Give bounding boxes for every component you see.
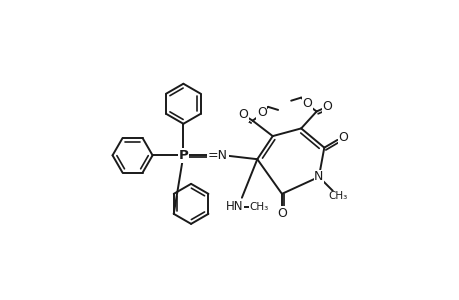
- Text: CH₃: CH₃: [328, 191, 347, 201]
- Text: =N: =N: [207, 149, 228, 162]
- Text: CH₃: CH₃: [249, 202, 268, 212]
- Text: O: O: [338, 131, 348, 144]
- Text: P: P: [178, 149, 188, 162]
- Text: O: O: [322, 100, 331, 113]
- Text: HN: HN: [225, 200, 242, 213]
- Text: O: O: [276, 207, 286, 220]
- Text: O: O: [302, 97, 312, 110]
- Text: O: O: [238, 108, 248, 121]
- Text: N: N: [313, 170, 323, 183]
- Text: O: O: [257, 106, 266, 119]
